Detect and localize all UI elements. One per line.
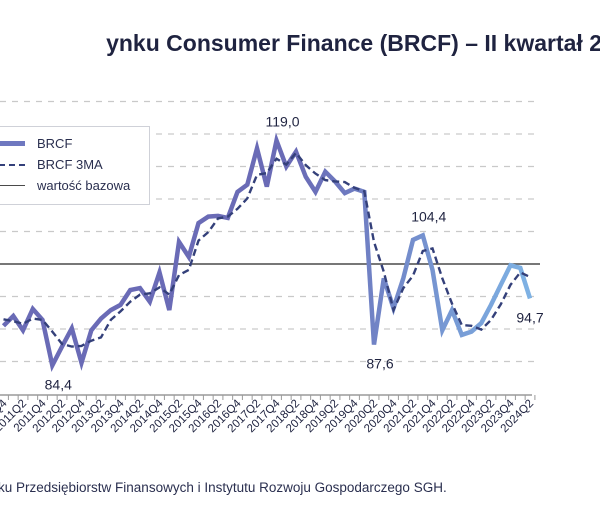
legend: BRCF BRCF 3MA wartość bazowa (0, 126, 150, 205)
legend-item-base: wartość bazowa (0, 177, 149, 195)
series-group (1, 132, 533, 373)
source-note: ku Przedsiębiorstw Finansowych i Instytu… (0, 480, 447, 495)
data-label: 104,4 (411, 208, 446, 224)
x-tick-label: Q4 (0, 397, 10, 417)
legend-label-brcf: BRCF (37, 136, 73, 151)
brcf-swatch-icon (0, 141, 25, 146)
brcf-series-line (1, 132, 533, 373)
chart-title: ynku Consumer Finance (BRCF) – II kwarta… (106, 30, 600, 56)
data-label: 119,0 (266, 114, 300, 130)
data-labels: 119,0 84,4 87,6 104,4 94,7 (45, 114, 544, 393)
legend-label-base: wartość bazowa (37, 178, 131, 193)
x-tick-labels: Q42011Q22011Q42012Q22012Q42013Q22013Q420… (0, 397, 536, 435)
legend-label-ma: BRCF 3MA (37, 157, 103, 172)
base-line-swatch-icon (0, 185, 25, 186)
legend-item-brcf: BRCF (0, 135, 149, 153)
data-label: 84,4 (45, 376, 72, 392)
data-label: 87,6 (366, 356, 393, 372)
data-label: 94,7 (516, 309, 543, 325)
x-axis (0, 394, 536, 400)
ma-dashed-swatch-icon (0, 164, 25, 166)
legend-item-ma: BRCF 3MA (0, 156, 149, 174)
brcf-3ma-series-line (3, 150, 531, 348)
